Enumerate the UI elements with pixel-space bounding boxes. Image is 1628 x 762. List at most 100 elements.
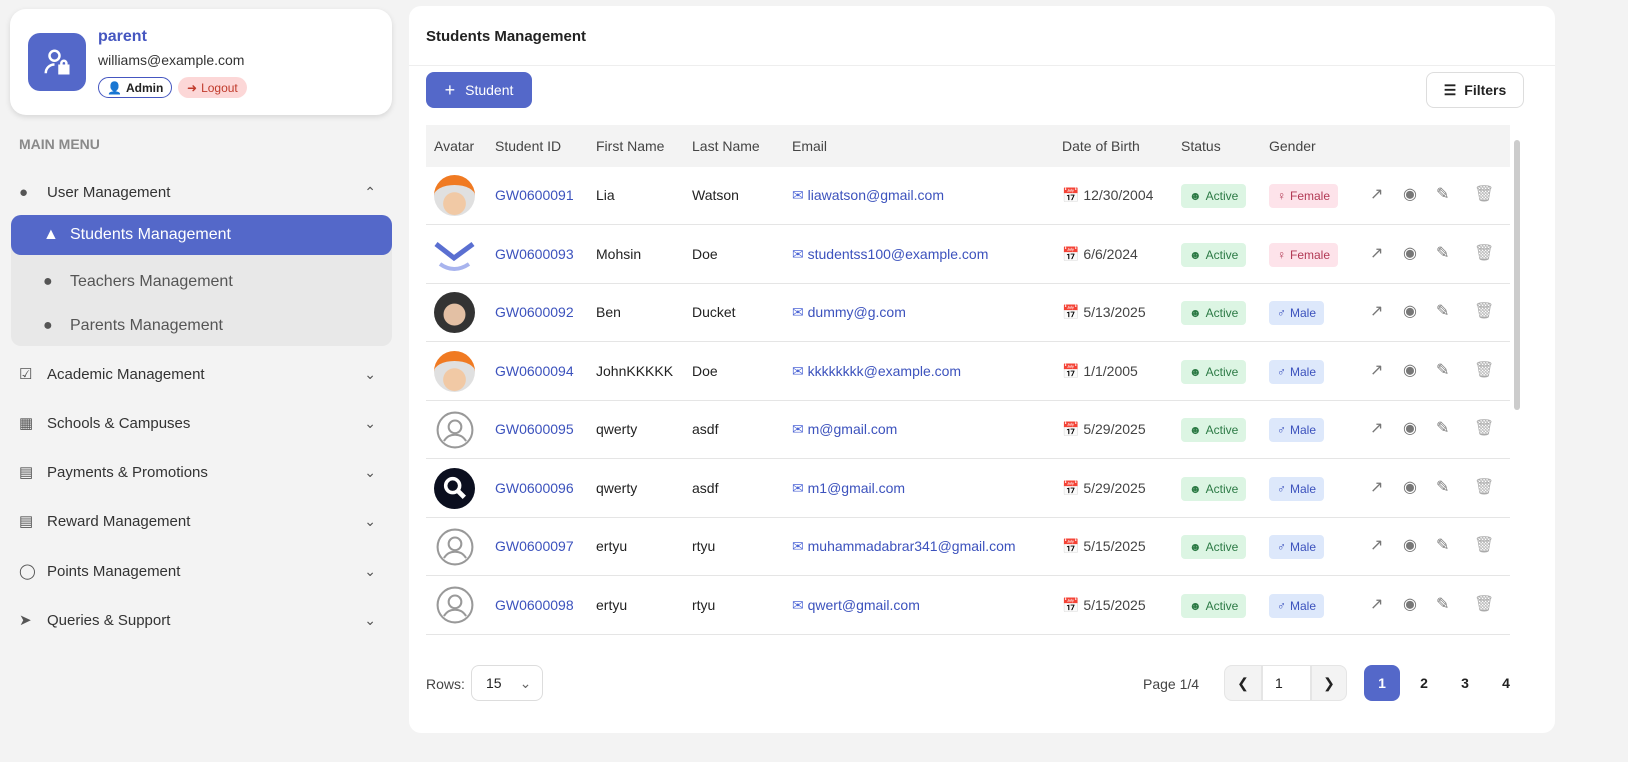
col-status[interactable]: Status [1181, 138, 1221, 154]
chart-icon[interactable]: ↗ [1370, 361, 1384, 379]
col-gender[interactable]: Gender [1269, 138, 1316, 154]
table-row: GW0600098 ertyu rtyu ✉ qwert@gmail.com 📅… [426, 577, 1510, 635]
student-id-link[interactable]: GW0600098 [495, 596, 574, 613]
student-id-link[interactable]: GW0600093 [495, 245, 574, 262]
col-last-name[interactable]: Last Name [692, 138, 760, 154]
prev-page-button[interactable]: ❮ [1224, 665, 1262, 701]
sidebar-item-schools-campuses[interactable]: ▦ Schools & Campuses ⌄ [11, 403, 392, 443]
email-link[interactable]: ✉ muhammadabrar341@gmail.com [792, 538, 1016, 555]
email-link[interactable]: ✉ studentss100@example.com [792, 246, 988, 263]
trash-icon[interactable]: 🗑 [1474, 303, 1495, 320]
eye-icon[interactable]: ◉ [1403, 361, 1417, 379]
eye-icon[interactable]: ◉ [1403, 186, 1417, 203]
add-student-button[interactable]: + Student [426, 72, 532, 108]
chevron-right-icon: ❯ [1323, 674, 1335, 691]
sidebar-item-students-management[interactable]: ▲ Students Management [11, 215, 392, 255]
mail-icon: ✉ [792, 421, 804, 437]
nav-label: User Management [47, 183, 171, 201]
page-4-button[interactable]: 4 [1502, 675, 1510, 691]
pencil-icon[interactable]: ✎ [1436, 537, 1450, 554]
calendar-icon: 📅 [1062, 362, 1080, 379]
last-name: Doe [692, 362, 718, 379]
first-name: Lia [596, 187, 615, 203]
mail-icon: ✉ [792, 479, 804, 496]
sidebar-item-queries-support[interactable]: ➤ Queries & Support ⌄ [11, 600, 392, 640]
eye-icon[interactable]: ◉ [1403, 537, 1417, 554]
page-2-button[interactable]: 2 [1420, 675, 1428, 691]
status-badge: ☻ Active [1181, 242, 1247, 267]
trash-icon[interactable]: 🗑 [1474, 186, 1495, 203]
first-name: ertyu [596, 538, 628, 554]
sidebar-item-points-management[interactable]: ◯ Points Management ⌄ [11, 551, 392, 591]
pencil-icon[interactable]: ✎ [1436, 595, 1450, 613]
eye-icon[interactable]: ◉ [1403, 244, 1417, 262]
col-dob[interactable]: Date of Birth [1062, 138, 1140, 154]
pencil-icon[interactable]: ✎ [1436, 244, 1450, 262]
user-icon: ● [19, 183, 29, 201]
table-scrollbar[interactable] [1514, 140, 1520, 410]
page-input[interactable]: 1 [1262, 665, 1311, 701]
sidebar-item-academic-management[interactable]: ☑ Academic Management ⌄ [11, 354, 392, 394]
next-page-button[interactable]: ❯ [1311, 665, 1347, 701]
chart-icon[interactable]: ↗ [1370, 595, 1384, 613]
email-link[interactable]: ✉ kkkkkkkk@example.com [792, 363, 961, 380]
gender-badge: ♀ Female [1269, 184, 1339, 208]
male-icon: ♂ [1277, 423, 1286, 437]
trash-icon[interactable]: 🗑 [1474, 244, 1495, 262]
pencil-icon[interactable]: ✎ [1436, 303, 1450, 320]
page-3-button[interactable]: 3 [1461, 675, 1469, 691]
student-id-link[interactable]: GW0600091 [495, 187, 574, 203]
trash-icon[interactable]: 🗑 [1474, 595, 1495, 613]
first-name: ertyu [596, 596, 628, 613]
pencil-icon[interactable]: ✎ [1436, 478, 1450, 496]
email-link[interactable]: ✉ m@gmail.com [792, 421, 897, 438]
student-avatar [434, 350, 475, 392]
filters-button[interactable]: ☰ Filters [1426, 72, 1524, 108]
mail-icon: ✉ [792, 245, 804, 262]
email-link[interactable]: ✉ m1@gmail.com [792, 480, 905, 497]
col-first-name[interactable]: First Name [596, 138, 665, 154]
chart-icon[interactable]: ↗ [1370, 420, 1384, 437]
rows-per-page-select[interactable]: 15 ⌄ [471, 665, 543, 701]
chart-icon[interactable]: ↗ [1370, 186, 1384, 203]
student-id-link[interactable]: GW0600094 [495, 362, 574, 379]
chart-icon[interactable]: ↗ [1370, 303, 1384, 320]
dob: 📅 6/6/2024 [1062, 246, 1138, 263]
trash-icon[interactable]: 🗑 [1474, 478, 1495, 496]
eye-icon[interactable]: ◉ [1403, 303, 1417, 320]
trash-icon[interactable]: 🗑 [1474, 420, 1495, 437]
student-id-link[interactable]: GW0600095 [495, 421, 574, 437]
chart-icon[interactable]: ↗ [1370, 244, 1384, 262]
email-link[interactable]: ✉ qwert@gmail.com [792, 597, 920, 614]
email-link[interactable]: ✉ dummy@g.com [792, 304, 906, 321]
student-id-link[interactable]: GW0600092 [495, 304, 574, 320]
col-email[interactable]: Email [792, 138, 828, 154]
chart-icon[interactable]: ↗ [1370, 537, 1384, 554]
sidebar-item-parents-management[interactable]: ● Parents Management [11, 306, 392, 346]
nav-label: Reward Management [47, 512, 191, 530]
trash-icon[interactable]: 🗑 [1474, 361, 1495, 379]
sidebar-item-user-management[interactable]: ● User Management ⌃ [11, 172, 392, 212]
page-1-button[interactable]: 1 [1364, 665, 1400, 701]
chart-icon[interactable]: ↗ [1370, 478, 1384, 496]
logout-button[interactable]: ➜ Logout [178, 77, 247, 98]
sidebar-item-reward-management[interactable]: ▤ Reward Management ⌄ [11, 501, 392, 541]
gift-icon: ▤ [19, 513, 34, 530]
col-student-id[interactable]: Student ID [495, 138, 562, 154]
pencil-icon[interactable]: ✎ [1436, 186, 1450, 203]
student-id-link[interactable]: GW0600097 [495, 538, 574, 554]
student-id-link[interactable]: GW0600096 [495, 479, 574, 496]
pencil-icon[interactable]: ✎ [1436, 361, 1450, 379]
email-link[interactable]: ✉ liawatson@gmail.com [792, 187, 944, 204]
status-badge: ☻ Active [1181, 359, 1247, 384]
eye-icon[interactable]: ◉ [1403, 420, 1417, 437]
profile-email: williams@example.com [98, 52, 245, 68]
sidebar-item-payments-promotions[interactable]: ▤ Payments & Promotions ⌄ [11, 452, 392, 492]
eye-icon[interactable]: ◉ [1403, 478, 1417, 496]
eye-icon[interactable]: ◉ [1403, 595, 1417, 613]
user-check-icon: ☻ [1189, 423, 1202, 437]
trash-icon[interactable]: 🗑 [1474, 537, 1495, 554]
pencil-icon[interactable]: ✎ [1436, 420, 1450, 437]
sidebar-item-teachers-management[interactable]: ● Teachers Management [11, 262, 392, 302]
first-name: JohnKKKKK [596, 362, 674, 379]
